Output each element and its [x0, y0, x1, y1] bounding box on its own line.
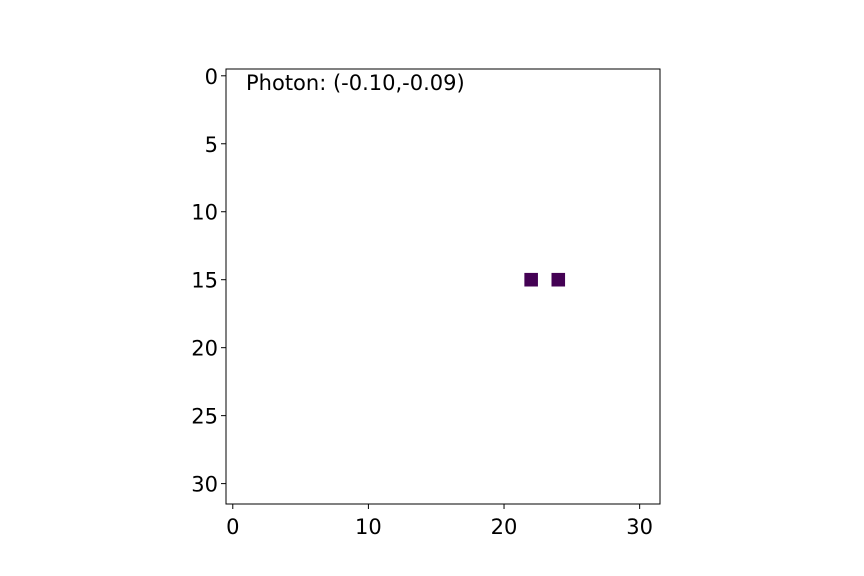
y-tick-label-15: 15: [191, 269, 218, 293]
y-axis-ticks: 0 5 10 15 20 25 30: [191, 65, 226, 497]
y-tick-label-0: 0: [205, 65, 218, 89]
x-tick-label-10: 10: [355, 515, 382, 539]
plot-area: [226, 69, 660, 504]
heatmap-cell-0: [524, 272, 538, 287]
cells-layer: [524, 272, 566, 287]
x-axis-ticks: 0 10 20 30: [226, 504, 653, 539]
heatmap-cell-1: [551, 272, 566, 287]
y-tick-label-10: 10: [191, 201, 218, 225]
y-tick-label-25: 25: [191, 405, 218, 429]
photon-annotation: Photon: (-0.10,-0.09): [246, 71, 465, 95]
x-tick-label-20: 20: [491, 515, 518, 539]
plot-frame: [225, 68, 661, 505]
y-tick-label-30: 30: [191, 473, 218, 497]
x-tick-label-30: 30: [626, 515, 653, 539]
x-tick-label-0: 0: [226, 515, 239, 539]
y-tick-label-5: 5: [205, 133, 218, 157]
y-tick-label-20: 20: [191, 337, 218, 361]
